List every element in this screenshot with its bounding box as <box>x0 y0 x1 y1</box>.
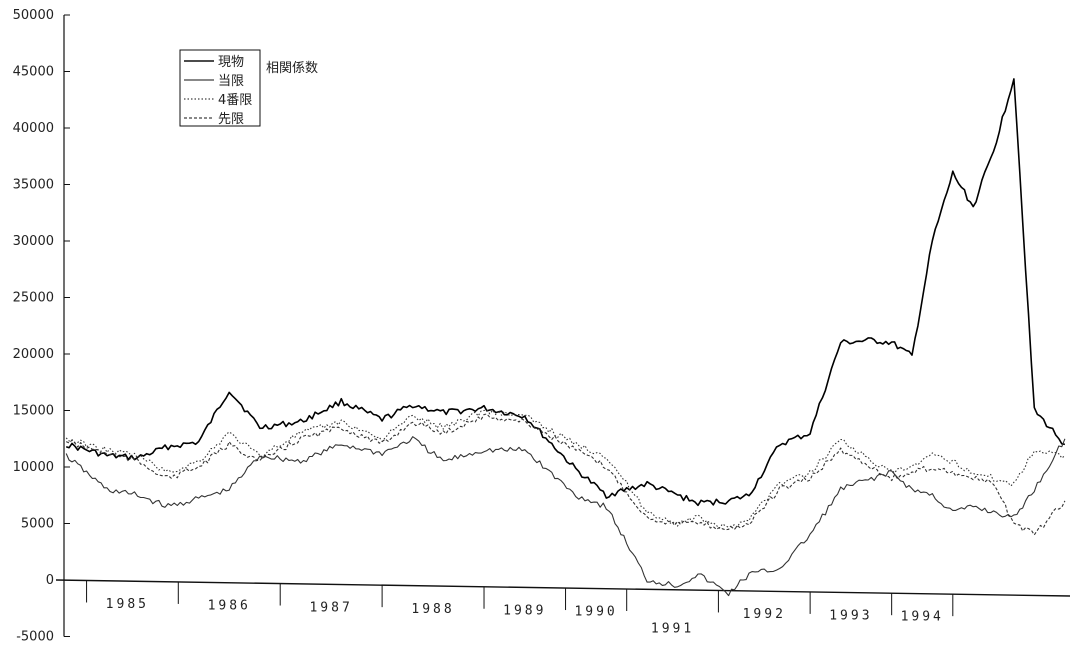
legend-label: 4番限 <box>218 93 252 108</box>
year-label: 1986 <box>208 599 251 614</box>
y-tick-label: 15000 <box>13 404 54 419</box>
series-line-2 <box>65 436 1066 597</box>
legend-label: 現物 <box>218 55 244 70</box>
y-tick-label: 10000 <box>13 460 54 475</box>
y-tick-label: 30000 <box>13 234 54 249</box>
year-label: 1987 <box>309 600 352 615</box>
year-label: 1988 <box>411 602 454 617</box>
y-tick-label: -5000 <box>16 630 54 645</box>
x-axis: 1985 1986 1987 1988 1989 1990 1991 1992 1993 1994 <box>55 579 1071 637</box>
y-tick-label: 50000 <box>13 8 54 23</box>
year-label: 1993 <box>829 609 872 624</box>
series-line-1 <box>65 78 1066 507</box>
year-label: 1994 <box>901 610 944 625</box>
year-label: 1991 <box>651 622 694 637</box>
y-axis: -5000 0 5000 10000 15000 20000 25000 30000 35000… <box>13 8 70 645</box>
y-tick-label: 45000 <box>13 65 54 80</box>
year-label: 1989 <box>503 603 546 618</box>
legend-title: 相関係数 <box>266 61 318 76</box>
series-line-3 <box>65 409 1066 529</box>
legend-box <box>179 49 261 127</box>
y-tick-label: 35000 <box>13 178 54 193</box>
year-label: 1985 <box>106 597 149 612</box>
y-tick-label: 20000 <box>13 347 54 362</box>
y-tick-label: 0 <box>46 573 54 588</box>
legend-label: 先限 <box>218 112 244 127</box>
y-tick-label: 25000 <box>13 291 54 306</box>
legend-label: 当限 <box>218 74 244 89</box>
year-label: 1990 <box>574 605 617 620</box>
y-tick-label: 40000 <box>13 121 54 136</box>
series-line-4 <box>65 413 1066 536</box>
series-layer <box>65 78 1066 597</box>
x-axis-line <box>55 579 1071 597</box>
y-tick-label: 5000 <box>21 517 54 532</box>
year-label: 1992 <box>743 607 786 622</box>
